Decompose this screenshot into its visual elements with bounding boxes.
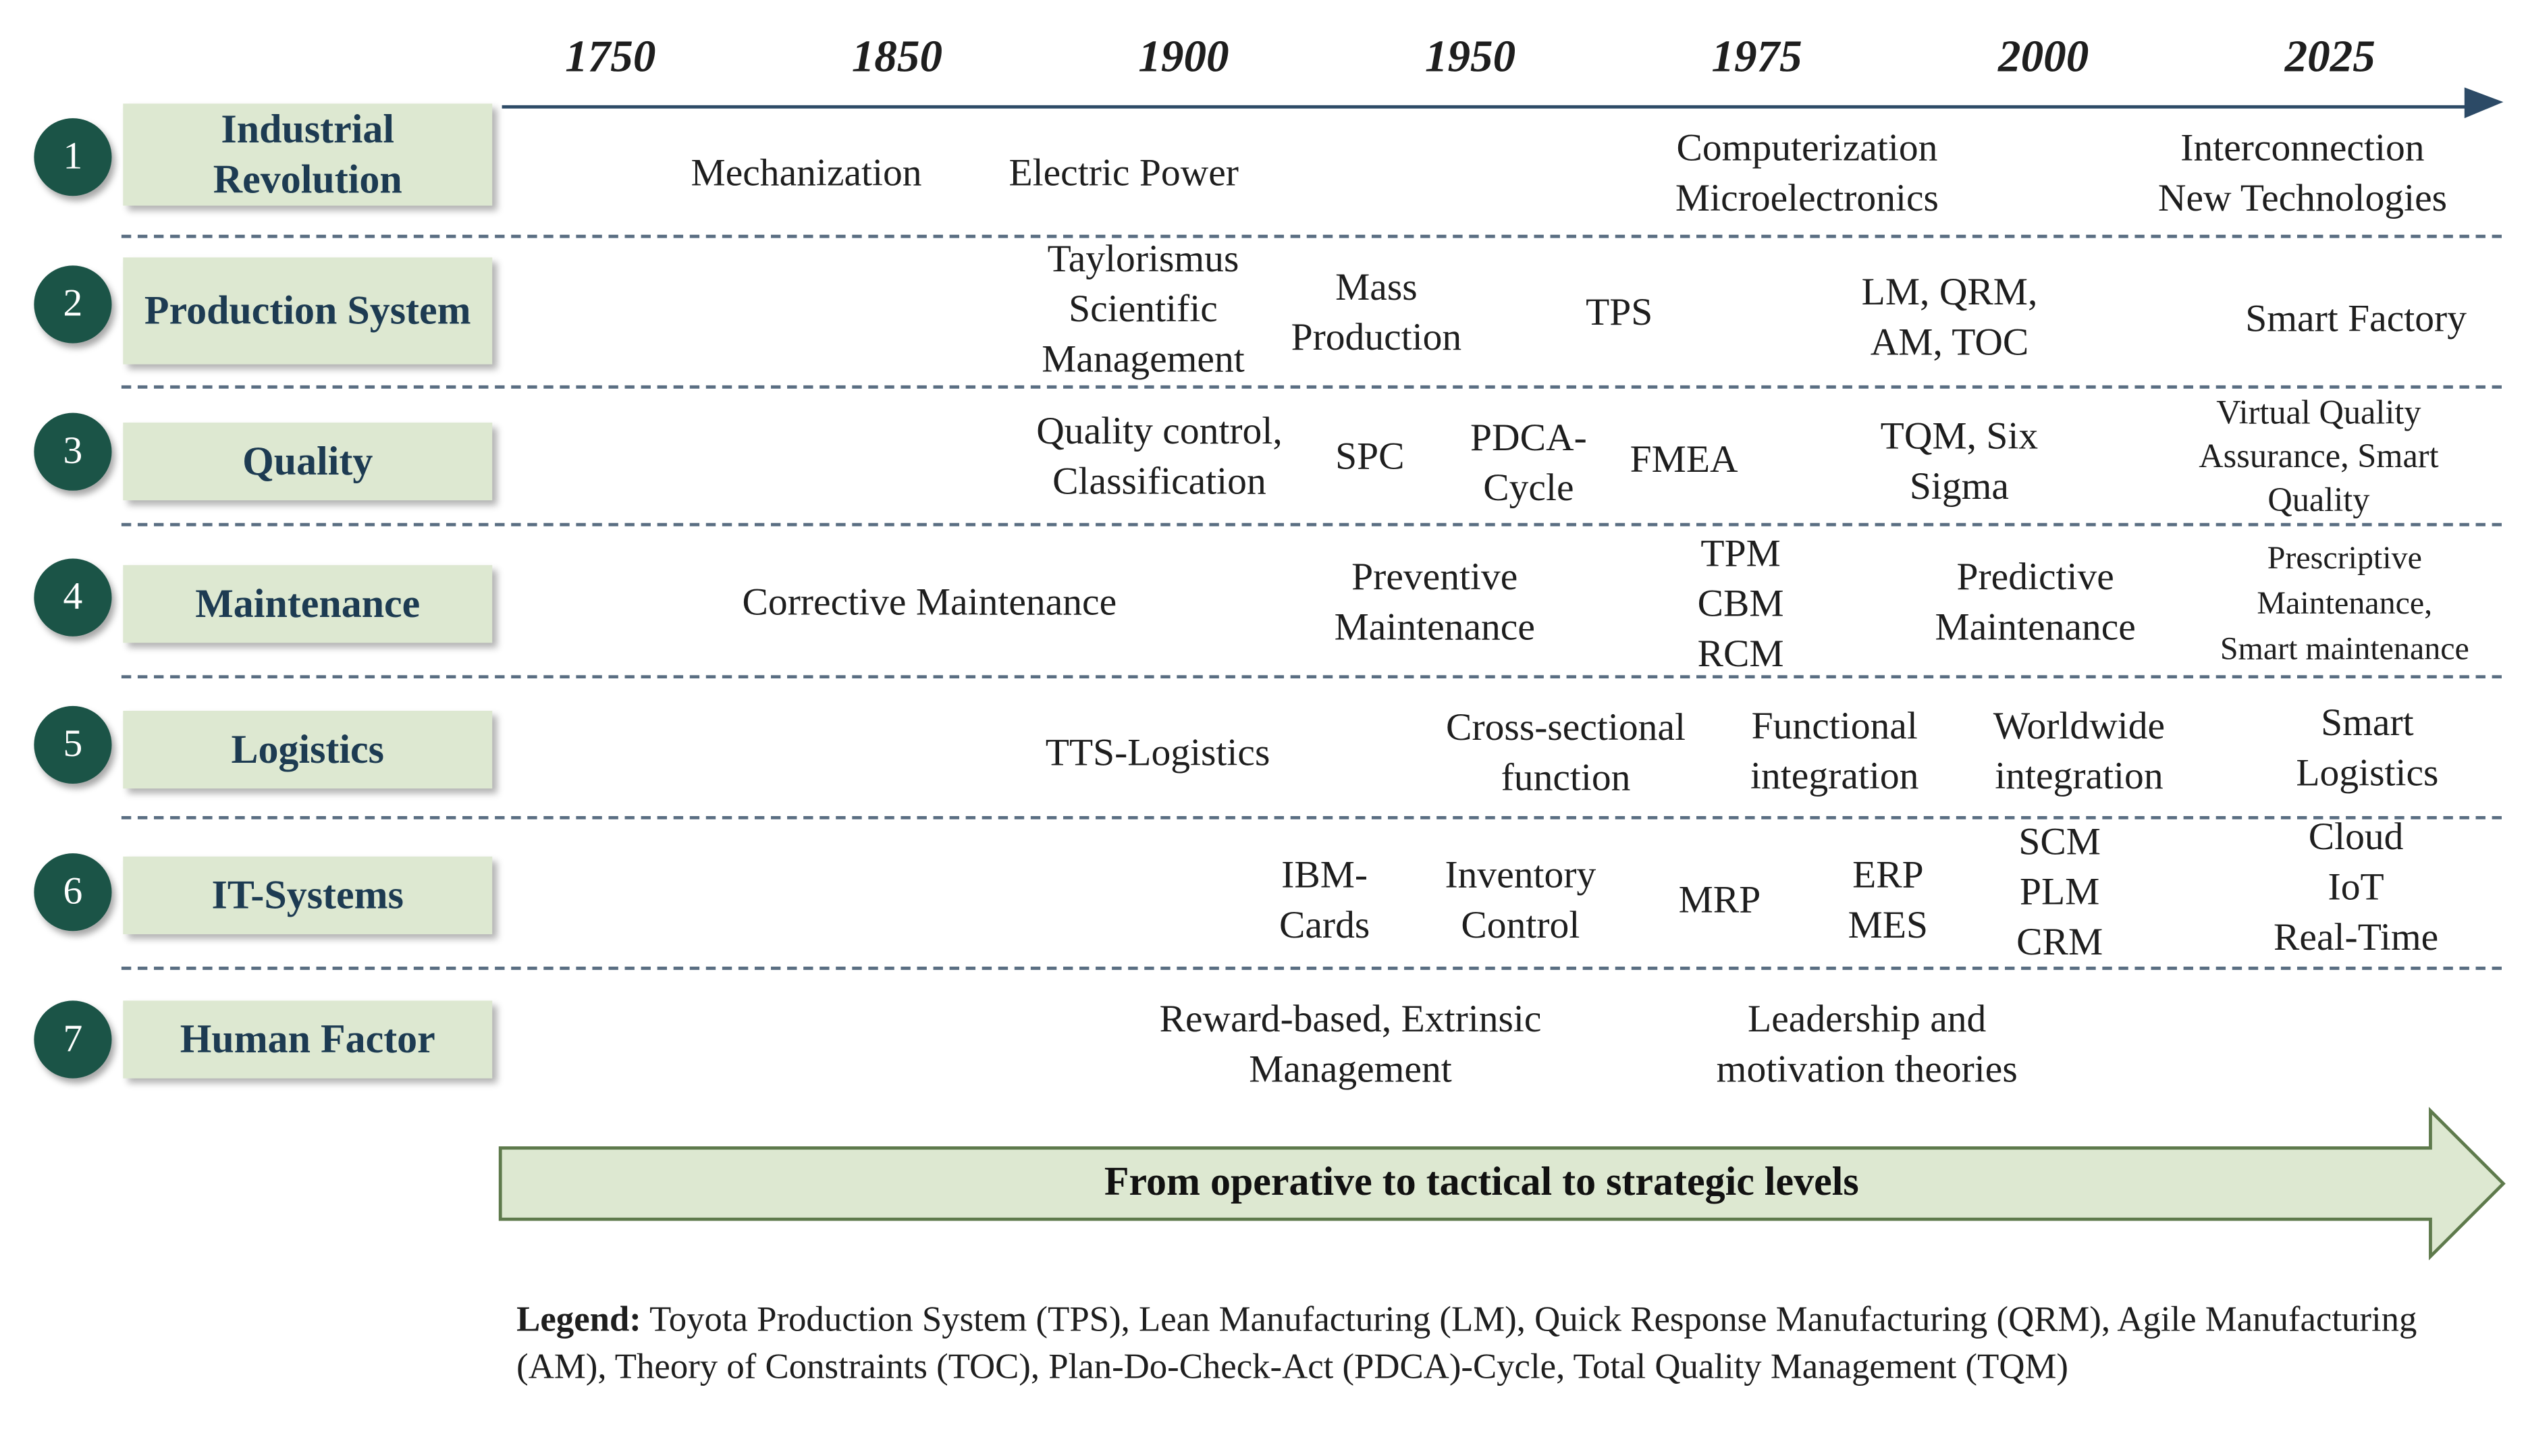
year-label: 1850 xyxy=(851,32,943,83)
row-number-badge: 7 xyxy=(34,1000,112,1079)
row-divider xyxy=(121,815,2502,819)
timeline-item: TPM CBM RCM xyxy=(1697,533,1784,676)
timeline-item: LM, QRM, AM, TOC xyxy=(1861,271,2038,365)
timeline-item: TPS xyxy=(1586,292,1653,335)
row-divider xyxy=(121,385,2502,389)
timeline-item: Prescriptive Maintenance, Smart maintenanc… xyxy=(2220,541,2469,668)
row-number-badge: 6 xyxy=(34,853,112,932)
timeline-item: Smart Factory xyxy=(2245,298,2467,341)
row-number-badge: 4 xyxy=(34,558,112,637)
row-number-badge: 2 xyxy=(34,265,112,344)
timeline-item: Interconnection New Technologies xyxy=(2157,128,2448,221)
timeline-item: Virtual Quality Assurance, Smart Quality xyxy=(2199,392,2439,519)
row-divider xyxy=(121,522,2502,527)
row-label-it-systems: IT-Systems xyxy=(123,856,493,935)
year-label: 1975 xyxy=(1711,32,1802,83)
timeline-item: Cross-sectional function xyxy=(1446,707,1686,800)
timeline-item: IBM- Cards xyxy=(1279,855,1370,948)
timeline-item: PDCA- Cycle xyxy=(1470,417,1587,510)
timeline-item: Smart Logistics xyxy=(2296,703,2439,795)
row-number-badge: 3 xyxy=(34,412,112,491)
row-label-quality: Quality xyxy=(123,423,493,501)
row-label-industrial-revolution: Industrial Revolution xyxy=(123,103,493,206)
timeline-item: Cloud IoT Real-Time xyxy=(2274,817,2439,960)
timeline-item: Mechanization xyxy=(691,153,922,196)
year-label: 1900 xyxy=(1138,32,1229,83)
timeline-item: TTS-Logistics xyxy=(1045,732,1270,775)
year-label: 1750 xyxy=(565,32,656,83)
timeline-item: Quality control, Classification xyxy=(1036,411,1283,504)
timeline-item: SCM PLM CRM xyxy=(2016,821,2103,965)
timeline-item: Leadership and motivation theories xyxy=(1716,998,2018,1091)
timeline-item: SPC xyxy=(1335,436,1405,479)
year-label: 1950 xyxy=(1424,32,1516,83)
timeline-item: Worldwide integration xyxy=(1993,705,2166,799)
row-label-logistics: Logistics xyxy=(123,711,493,789)
timeline-item: Electric Power xyxy=(1009,153,1239,196)
legend: Legend: Toyota Production System (TPS), … xyxy=(516,1295,2459,1389)
row-label-production-system: Production System xyxy=(123,257,493,365)
timeline-item: Mass Production xyxy=(1291,267,1462,360)
timeline-arrowhead xyxy=(2464,87,2504,119)
year-label: 2025 xyxy=(2284,32,2375,83)
row-divider xyxy=(121,234,2502,238)
row-divider xyxy=(121,675,2502,679)
timeline-item: Taylorismus Scientific Management xyxy=(1042,238,1245,381)
timeline-item: FMEA xyxy=(1630,439,1738,482)
timeline-item: Computerization Microelectronics xyxy=(1675,128,1939,221)
row-number-badge: 5 xyxy=(34,705,112,784)
legend-title: Legend: xyxy=(516,1298,641,1339)
legend-text: Toyota Production System (TPS), Lean Man… xyxy=(516,1298,2417,1386)
timeline-item: Corrective Maintenance xyxy=(742,582,1117,624)
timeline-item: MRP xyxy=(1678,880,1761,923)
year-label: 2000 xyxy=(1997,32,2089,83)
timeline-item: Preventive Maintenance xyxy=(1334,557,1535,649)
timeline-item: ERP MES xyxy=(1848,855,1929,948)
row-number-badge: 1 xyxy=(34,118,112,196)
bottom-arrow-shape xyxy=(498,1106,2506,1261)
timeline-item: TQM, Six Sigma xyxy=(1880,416,2039,509)
timeline-item: Functional integration xyxy=(1750,705,1919,799)
timeline-item: Predictive Maintenance xyxy=(1935,557,2136,649)
row-label-maintenance: Maintenance xyxy=(123,565,493,643)
timeline-item: Inventory Control xyxy=(1445,855,1596,948)
bottom-arrow-label: From operative to tactical to strategic … xyxy=(1104,1160,1859,1205)
timeline-item: Reward-based, Extrinsic Management xyxy=(1159,998,1542,1091)
row-divider xyxy=(121,967,2502,970)
row-label-human-factor: Human Factor xyxy=(123,1000,493,1079)
